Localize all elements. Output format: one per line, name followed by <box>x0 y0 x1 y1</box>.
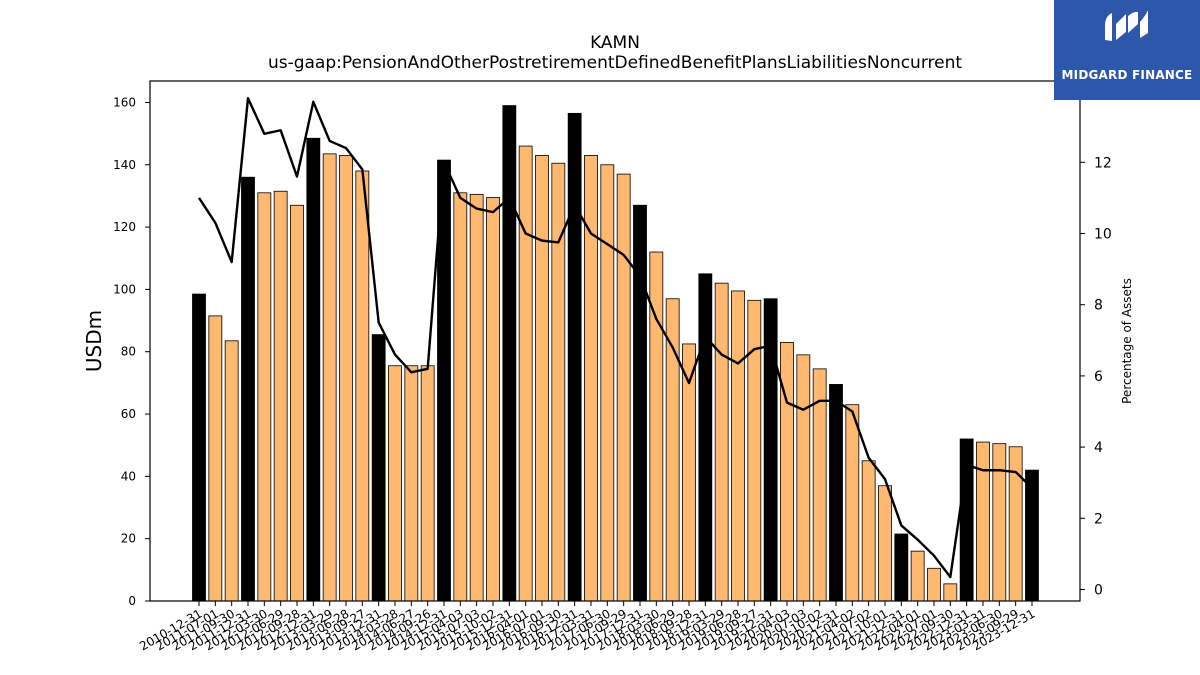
bar-2020-07-03 <box>796 354 811 602</box>
bar-2021-12-31 <box>894 533 909 602</box>
bar-2021-04-02 <box>845 404 860 602</box>
bar-2015-10-02 <box>486 197 500 602</box>
y2-axis-label: Percentage of Assets <box>1120 278 1134 404</box>
bar-2016-12-31 <box>567 112 582 602</box>
chart-title: KAMN <box>590 33 640 53</box>
bar-2022-12-31 <box>959 438 974 602</box>
bar-2011-07-01 <box>208 315 223 602</box>
bar-2016-09-30 <box>551 162 566 602</box>
bar-2013-06-28 <box>339 155 353 602</box>
y-tick-label: 20 <box>121 532 136 546</box>
bar-2013-12-31 <box>371 334 386 602</box>
y-tick-label: 160 <box>113 95 136 109</box>
y-axis-label: USDm <box>82 310 106 372</box>
bar-2013-03-29 <box>322 153 337 602</box>
line-layer <box>197 97 1033 579</box>
bar-2010-12-31 <box>192 293 206 602</box>
bar-2018-12-31 <box>698 273 713 602</box>
bar-2022-09-30 <box>943 583 958 602</box>
x-axis: 2010-12-312011-07-012011-09-302011-12-31… <box>137 601 1037 653</box>
bar-2020-04-03 <box>780 341 794 602</box>
y-tick-label: 140 <box>113 158 136 172</box>
bar-2012-12-31 <box>306 137 321 602</box>
bar-2018-06-29 <box>665 298 680 602</box>
y-tick-label: 80 <box>121 345 136 359</box>
bar-2012-09-28 <box>290 204 304 602</box>
bar-2014-06-27 <box>404 365 419 602</box>
bar-2019-09-27 <box>747 299 762 602</box>
bar-2023-03-31 <box>976 441 990 602</box>
midgard-finance-logo: MIDGARD FINANCE <box>1054 0 1200 100</box>
bar-2013-09-27 <box>355 170 370 602</box>
y-tick-label: 0 <box>128 594 136 608</box>
percentage-line <box>197 97 1033 579</box>
bar-2017-03-31 <box>584 155 598 602</box>
bar-2019-12-31 <box>763 298 778 602</box>
bar-2012-06-29 <box>273 190 288 602</box>
bar-2011-12-31 <box>241 176 255 602</box>
bar-2016-04-01 <box>518 145 533 602</box>
plot-frame <box>149 80 1081 602</box>
chart-subtitle: us-gaap:PensionAndOtherPostretirementDef… <box>268 53 962 73</box>
y-tick-label: 100 <box>113 282 136 296</box>
bar-2020-12-31 <box>829 384 843 602</box>
y2-tick-label: 12 <box>1094 155 1112 171</box>
y2-axis: 0 2 4 6 8 10 12 <box>1080 155 1112 599</box>
bar-2023-06-30 <box>992 443 1007 602</box>
bar-2016-07-01 <box>535 155 549 602</box>
bar-2022-04-01 <box>910 550 925 602</box>
bar-2019-06-28 <box>731 290 745 602</box>
bar-2021-07-02 <box>861 460 876 602</box>
bar-2023-09-29 <box>1008 446 1023 602</box>
y2-tick-label: 2 <box>1094 511 1103 527</box>
y2-tick-label: 4 <box>1094 440 1103 456</box>
bar-2017-12-31 <box>633 204 647 602</box>
bar-2015-04-03 <box>453 192 468 602</box>
bar-2023-12-31 <box>1025 469 1039 602</box>
y-tick-label: 60 <box>121 407 136 421</box>
bar-2015-07-03 <box>469 193 484 602</box>
bar-2014-03-28 <box>388 365 402 602</box>
bar-2017-09-29 <box>616 173 631 602</box>
bar-2021-10-01 <box>878 485 892 602</box>
bars-layer <box>192 105 1039 602</box>
bar-2017-06-30 <box>600 164 615 602</box>
bar-2015-12-31 <box>502 105 517 602</box>
bar-2012-03-30 <box>257 192 272 602</box>
logo-text: MIDGARD FINANCE <box>1061 68 1193 82</box>
y2-tick-label: 10 <box>1094 227 1112 243</box>
y2-tick-label: 0 <box>1094 583 1103 599</box>
y-tick-label: 120 <box>113 220 136 234</box>
y-axis: 0 20 40 60 80 100 120 140 160 <box>113 95 150 608</box>
bar-2014-09-26 <box>420 365 435 602</box>
y2-tick-label: 8 <box>1094 298 1103 314</box>
bar-2011-09-30 <box>224 340 239 602</box>
mi-monogram-icon <box>1105 10 1148 41</box>
y-tick-label: 40 <box>121 469 136 483</box>
bar-2022-07-01 <box>927 567 941 602</box>
y2-tick-label: 6 <box>1094 369 1103 385</box>
bar-2019-03-29 <box>714 282 729 602</box>
